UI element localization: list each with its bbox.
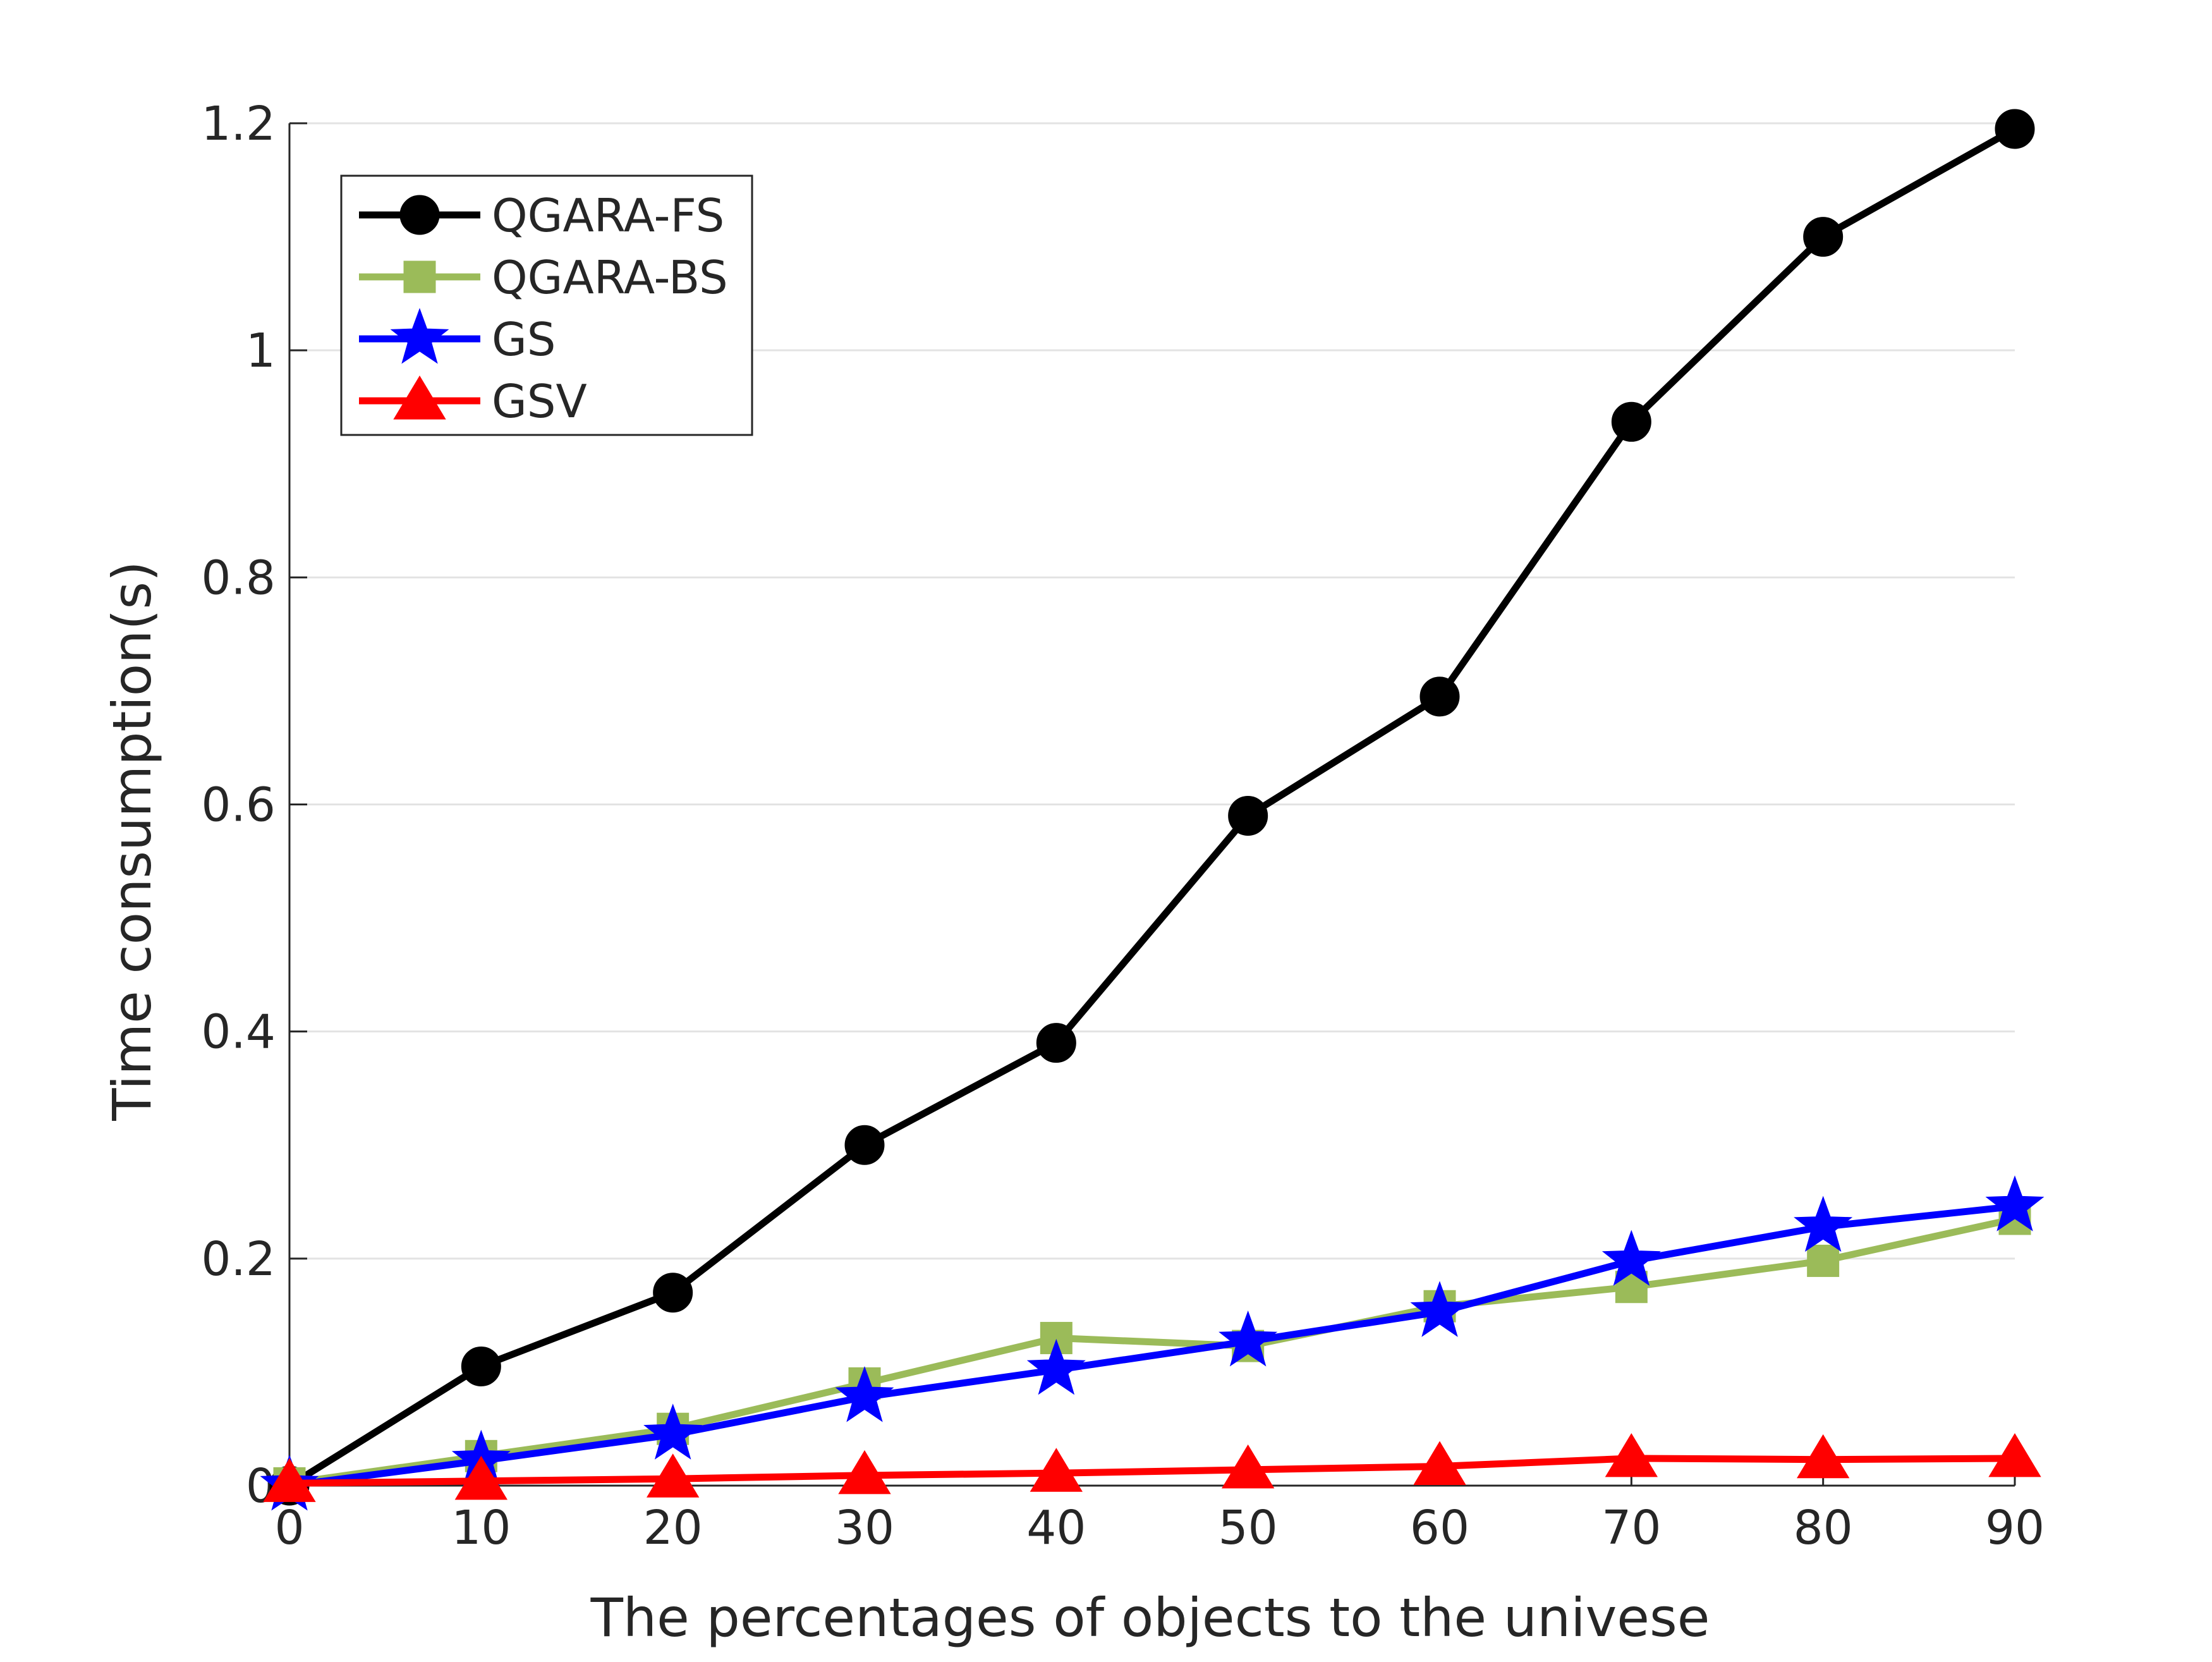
x-tick-label: 50 xyxy=(1218,1501,1278,1555)
data-point xyxy=(1803,217,1844,257)
data-point xyxy=(1797,1434,1850,1479)
legend-marker xyxy=(403,260,436,293)
x-tick-label: 70 xyxy=(1601,1501,1661,1555)
legend-label: QGARA-BS xyxy=(492,251,728,304)
legend-label: QGARA-FS xyxy=(492,189,724,242)
data-point xyxy=(1995,109,2035,149)
legend-marker xyxy=(390,308,449,364)
data-point xyxy=(1228,795,1268,836)
legend-label: GS xyxy=(492,313,556,366)
series-gsv xyxy=(263,1433,2041,1502)
y-tick-label: 0.4 xyxy=(201,1005,276,1060)
data-point xyxy=(1794,1195,1853,1252)
data-point xyxy=(1807,1244,1840,1277)
y-tick-label: 0.2 xyxy=(201,1232,276,1286)
series-line xyxy=(286,1215,2019,1487)
series-layer xyxy=(260,109,2045,1511)
legend-item: GS xyxy=(359,308,556,366)
data-point xyxy=(835,1366,894,1422)
data-point xyxy=(838,1450,891,1494)
x-tick-label: 0 xyxy=(274,1501,304,1555)
data-point xyxy=(1605,1433,1658,1477)
data-point xyxy=(1419,676,1460,717)
series-line xyxy=(286,1455,2019,1487)
data-point xyxy=(647,1453,700,1498)
series-qgara-fs xyxy=(269,109,2035,1506)
x-tick-label: 80 xyxy=(1794,1501,1853,1555)
legend-item: QGARA-FS xyxy=(359,189,724,242)
legend-marker xyxy=(393,376,446,420)
y-tick-label: 1 xyxy=(246,324,276,378)
data-point xyxy=(1611,401,1651,442)
x-tick-label: 60 xyxy=(1410,1501,1469,1555)
data-point xyxy=(1218,1310,1278,1367)
data-point xyxy=(461,1346,501,1386)
x-tick-label: 10 xyxy=(451,1501,511,1555)
x-tick-label: 90 xyxy=(1985,1501,2045,1555)
y-tick-label: 0.8 xyxy=(201,551,276,605)
legend-label: GSV xyxy=(492,375,587,428)
axes: 00.20.40.60.811.20 10 20 30 40 50 60 70 80 90 xyxy=(201,97,2045,1555)
series-line xyxy=(286,1202,2019,1489)
legend: QGARA-FS QGARA-BS GS GSV xyxy=(340,174,753,436)
x-tick-label: 40 xyxy=(1026,1501,1086,1555)
y-axis-label: Time consumption(s) xyxy=(101,561,163,1121)
data-point xyxy=(1988,1433,2041,1477)
series-line xyxy=(286,125,2019,1489)
y-tick-label: 0.6 xyxy=(201,778,276,833)
data-point xyxy=(1601,1230,1661,1286)
data-point xyxy=(1410,1281,1469,1337)
data-point xyxy=(844,1125,885,1165)
data-point xyxy=(1030,1448,1083,1492)
data-point xyxy=(653,1273,693,1313)
legend-item: QGARA-BS xyxy=(359,251,728,304)
y-tick-label: 1.2 xyxy=(201,97,276,151)
x-tick-label: 20 xyxy=(643,1501,703,1555)
data-point xyxy=(1036,1023,1076,1063)
data-point xyxy=(263,1458,316,1502)
x-tick-label: 30 xyxy=(835,1501,894,1555)
legend-item: GSV xyxy=(359,375,587,428)
legend-marker xyxy=(399,195,440,235)
data-point xyxy=(643,1403,703,1460)
data-point xyxy=(454,1455,507,1500)
data-point xyxy=(1985,1175,2045,1231)
data-point xyxy=(1026,1338,1086,1395)
data-point xyxy=(1222,1444,1275,1489)
data-point xyxy=(1413,1441,1466,1485)
x-axis-label: The percentages of objects to the unives… xyxy=(590,1587,1710,1649)
